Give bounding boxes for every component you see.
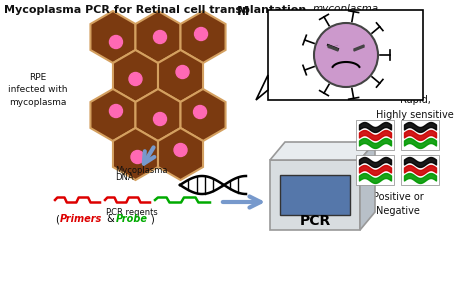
Polygon shape [181,11,226,63]
Text: PCR regents: PCR regents [106,208,158,217]
Polygon shape [256,75,268,100]
Polygon shape [280,175,350,215]
Circle shape [194,28,208,41]
Text: &: & [104,214,118,224]
Circle shape [193,106,207,119]
Polygon shape [360,142,375,230]
Text: M: M [237,5,249,18]
Polygon shape [136,11,181,63]
Polygon shape [181,89,226,141]
Circle shape [176,66,189,79]
Polygon shape [401,120,439,150]
Polygon shape [158,128,203,180]
Circle shape [109,104,122,117]
Polygon shape [268,10,423,100]
Polygon shape [158,50,203,102]
Polygon shape [136,89,181,141]
Text: RPE
infected with
mycoplasma: RPE infected with mycoplasma [8,73,68,107]
Text: Primers: Primers [60,214,102,224]
Polygon shape [356,155,394,185]
Text: ): ) [150,214,154,224]
Ellipse shape [314,23,378,87]
Polygon shape [113,50,158,102]
Circle shape [131,151,144,164]
Polygon shape [91,89,136,141]
Polygon shape [354,45,364,51]
Circle shape [109,35,122,48]
Text: DNA: DNA [115,173,134,182]
Text: Rapid,
Highly sensitive: Rapid, Highly sensitive [376,95,454,120]
Circle shape [174,144,187,157]
Circle shape [129,72,142,86]
Polygon shape [356,120,394,150]
Polygon shape [401,155,439,185]
Circle shape [154,113,166,126]
Text: Positive or
Negative: Positive or Negative [373,192,423,216]
Polygon shape [270,142,375,160]
Circle shape [154,30,166,44]
Text: (: ( [55,214,59,224]
Polygon shape [91,11,136,63]
Text: Mycoplasma: Mycoplasma [115,166,167,175]
Text: PCR: PCR [300,214,331,228]
Polygon shape [328,45,338,51]
Polygon shape [270,160,360,230]
Text: Probe: Probe [116,214,148,224]
Polygon shape [113,128,158,180]
Text: Mycoplasma PCR for Retinal cell transplantation: Mycoplasma PCR for Retinal cell transpla… [4,5,306,15]
Text: mycoplasma: mycoplasma [313,4,379,14]
